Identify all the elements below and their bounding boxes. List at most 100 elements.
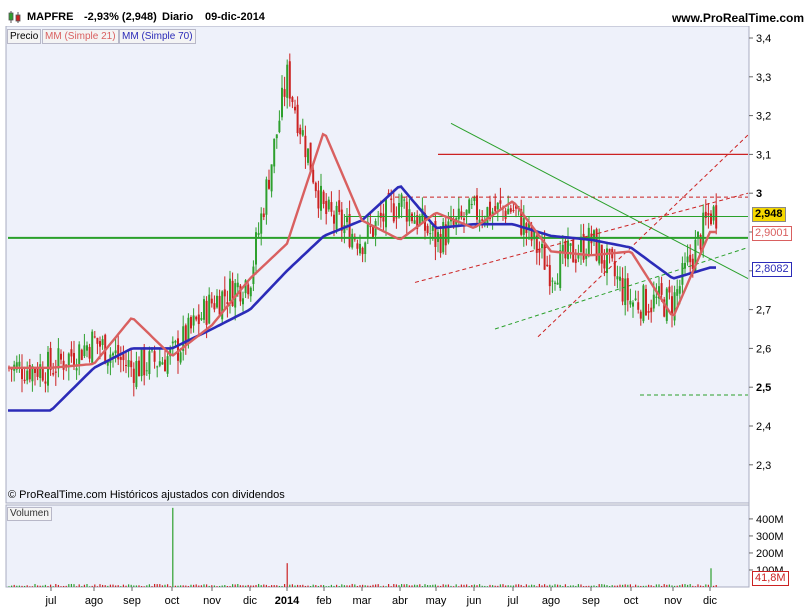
candle-body [21,367,23,380]
candle-body [606,248,608,274]
candle-body [213,303,216,310]
price-tick-label: 3 [756,188,762,200]
candle-body [93,336,96,338]
candle-body [413,220,416,224]
candle-body [333,214,335,224]
candle-body [538,249,541,253]
candle-body [23,379,26,382]
candle-body [658,286,660,299]
candle-body [340,209,343,231]
candle-body [665,288,668,321]
candle-body [31,366,34,382]
candle-body [322,191,325,204]
candle-body [278,120,281,133]
price-tick-label: 2,6 [756,343,771,355]
candle-body [639,311,642,319]
candle-body [169,348,172,357]
candle-body [626,278,629,301]
candle-body [507,208,510,215]
candle-body [676,289,679,296]
candle-body [148,351,151,375]
candle-body [130,360,133,368]
candle-body [26,370,29,381]
candle-body [91,331,94,363]
candle-body [242,298,244,305]
candle-body [216,295,218,308]
time-tick-label: oct [624,595,639,607]
candle-body [325,200,328,214]
candle-body [668,286,671,293]
candle-body [161,362,164,365]
candle-body [221,291,224,320]
candle-body [122,354,125,361]
time-tick-label: ago [85,595,103,607]
candle-body [494,206,497,212]
candle-body [164,359,166,372]
candle-body [712,206,715,221]
candle-body [312,169,315,183]
timeframe: Diario [162,11,194,23]
legend-ma21[interactable]: MM (Simple 21) [42,29,119,44]
candle-body [707,212,710,216]
legend-ma70[interactable]: MM (Simple 70) [119,29,196,44]
price-tick-label: 3,2 [756,111,771,123]
candle-body [268,179,270,189]
candle-body [99,341,101,347]
candle-body [156,366,159,368]
candle-body [395,217,398,219]
candle-body [478,219,481,225]
volume-bars-group [8,507,717,587]
candle-body [304,135,307,158]
candle-body [476,195,478,220]
candle-body [577,254,580,259]
candle-body [574,259,577,264]
price-tick-label: 3,3 [756,72,771,84]
candle-body [195,316,198,320]
candle-body [447,221,450,243]
candle-body [416,215,419,230]
candle-body [236,282,239,288]
copyright-note: © ProRealTime.com Históricos ajustados c… [8,489,285,501]
candle-body [86,345,88,351]
chart-date: 09-dic-2014 [205,11,265,23]
candle-body [36,368,39,377]
candle-body [530,224,533,241]
candle-body [434,220,437,247]
candle-body [265,179,268,215]
candle-body [710,213,712,225]
candle-body [470,203,473,205]
candle-body [408,209,411,222]
candle-body [114,350,117,354]
ma21-line [8,132,716,369]
candle-body [247,284,250,295]
candle-body [78,344,81,364]
candle-body [541,243,543,249]
candle-body [75,368,78,371]
candle-body [73,353,75,367]
candle-body [260,213,263,234]
time-tick-label: dic [243,595,258,607]
candle-body [262,213,265,218]
candle-body [520,209,523,235]
legend-price[interactable]: Precio [7,29,42,44]
candle-body [642,285,645,322]
candle-body [257,232,260,236]
candle-body [616,276,619,280]
candle-body [650,307,653,313]
candle-body [385,198,387,228]
candle-body [132,368,135,383]
candle-body [83,345,86,357]
candle-body [210,298,213,304]
candle-body [704,211,707,219]
candle-body [390,198,393,200]
candle-body [18,361,21,367]
dashed-uptrend-line [414,192,749,283]
candle-body [101,339,104,346]
candle-body [28,364,31,380]
volume-legend[interactable]: Volumen [7,507,52,521]
candle-body [231,280,234,307]
site-url[interactable]: www.ProRealTime.com [671,11,804,25]
candle-body [229,278,231,302]
candle-body [533,230,536,240]
time-tick-label: dic [703,595,718,607]
